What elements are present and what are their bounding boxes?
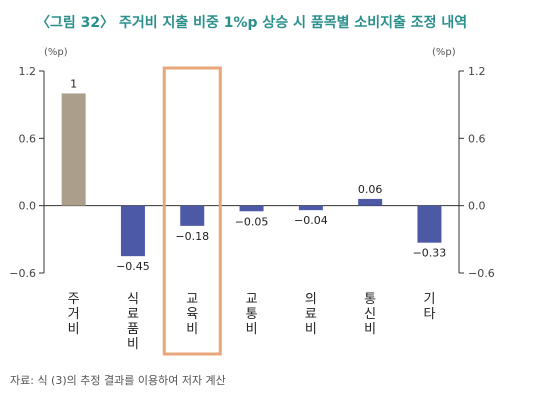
category-label: 의 (305, 292, 317, 307)
y-tick-label-left: −0.6 (9, 267, 36, 280)
y-tick-label-left: 0.6 (19, 132, 37, 145)
bar (358, 198, 383, 206)
axes: 1.2 1.2 0.6 0.6 0.0 0.0 −0.6 −0.6 (9, 65, 494, 280)
bars (61, 93, 442, 257)
y-tick-label-left: 1.2 (19, 65, 37, 78)
category-label: 통 (364, 292, 376, 307)
y-tick-label-right: 0.6 (468, 132, 486, 145)
bar (180, 205, 205, 226)
data-label: −0.05 (235, 215, 269, 228)
category-label: 기 (423, 292, 435, 307)
highlight-box (162, 66, 222, 356)
y-unit-left: (%p) (44, 47, 68, 58)
category-label: 비 (246, 322, 258, 337)
category-label: 료 (305, 307, 317, 322)
chart-title: 〈그림 32〉 주거비 지출 비중 1%p 상승 시 품목별 소비지출 조정 내… (36, 14, 467, 31)
category-label: 비 (186, 322, 198, 337)
category-label: 교 (186, 292, 198, 307)
category-label: 식 (127, 292, 139, 307)
y-tick-label-right: 0.0 (468, 200, 486, 213)
category-label: 육 (186, 307, 198, 322)
category-label: 통 (246, 307, 258, 322)
data-label: −0.18 (175, 230, 209, 243)
y-tick-label-right: 1.2 (468, 65, 486, 78)
bar (417, 205, 442, 243)
category-label: 비 (127, 337, 139, 352)
data-label: 1 (70, 77, 77, 90)
bar (61, 93, 86, 206)
y-tick-label-right: −0.6 (468, 267, 495, 280)
category-label: 료 (127, 307, 139, 322)
y-unit-right: (%p) (432, 47, 456, 58)
category-label: 주 (68, 292, 80, 307)
category-label: 거 (68, 307, 80, 322)
y-tick-label-left: 0.0 (19, 200, 37, 213)
source-note: 자료: 식 (3)의 추정 결과를 이용하여 저자 계산 (10, 373, 226, 387)
data-labels: 1 −0.45 −0.18 −0.05 −0.04 0.06 −0.33 (70, 77, 446, 273)
bar (239, 205, 264, 212)
data-label: −0.33 (413, 247, 447, 260)
data-label: −0.04 (294, 214, 328, 227)
bar (298, 205, 323, 211)
data-label: −0.45 (116, 260, 150, 273)
category-label: 교 (246, 292, 258, 307)
bar (120, 205, 145, 257)
category-label: 품 (127, 322, 139, 337)
category-label: 신 (364, 307, 376, 322)
data-label: 0.06 (358, 183, 383, 196)
category-label: 타 (423, 307, 435, 322)
category-label: 비 (364, 322, 376, 337)
category-label: 비 (68, 322, 80, 337)
category-label: 비 (305, 322, 317, 337)
